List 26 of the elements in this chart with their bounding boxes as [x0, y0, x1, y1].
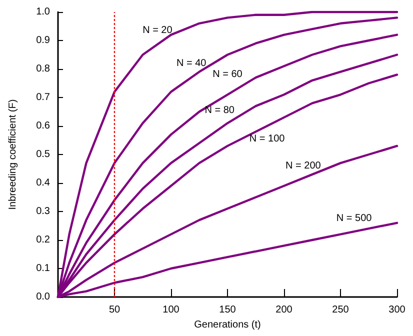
y-tick-label: 0.8 [36, 64, 50, 74]
y-tick-label: 0.6 [36, 120, 50, 132]
y-tick-label: 0.7 [36, 92, 50, 103]
series-label: N = 20 [142, 25, 173, 36]
y-axis-title: Inbreeding coefficient (F) [8, 99, 18, 210]
x-tick-label: 200 [276, 304, 293, 316]
y-tick-label: 0.0 [36, 292, 50, 302]
x-tick-label: 50 [108, 304, 120, 316]
x-tick-label: 300 [388, 304, 406, 316]
series-label: N = 500 [336, 213, 372, 224]
x-axis-title: Generations (t) [194, 319, 261, 330]
y-tick-label: 0.3 [36, 206, 50, 217]
y-tick-label: 0.2 [36, 234, 50, 246]
y-tick-label: 0.5 [36, 149, 50, 160]
x-tick-label: 100 [162, 304, 180, 316]
y-tick-label: 0.4 [36, 178, 50, 188]
series-label: N = 80 [204, 104, 235, 116]
series-label: N = 40 [176, 58, 207, 69]
x-tick-label: 150 [219, 304, 236, 316]
y-tick-label: 0.9 [36, 35, 50, 46]
x-tick-label: 250 [332, 304, 350, 316]
series-label: N = 60 [212, 69, 243, 80]
series-label: N = 100 [249, 133, 286, 144]
series-label: N = 200 [286, 160, 322, 172]
y-tick-label: 1.0 [36, 6, 50, 18]
y-tick-label: 0.1 [36, 263, 50, 274]
